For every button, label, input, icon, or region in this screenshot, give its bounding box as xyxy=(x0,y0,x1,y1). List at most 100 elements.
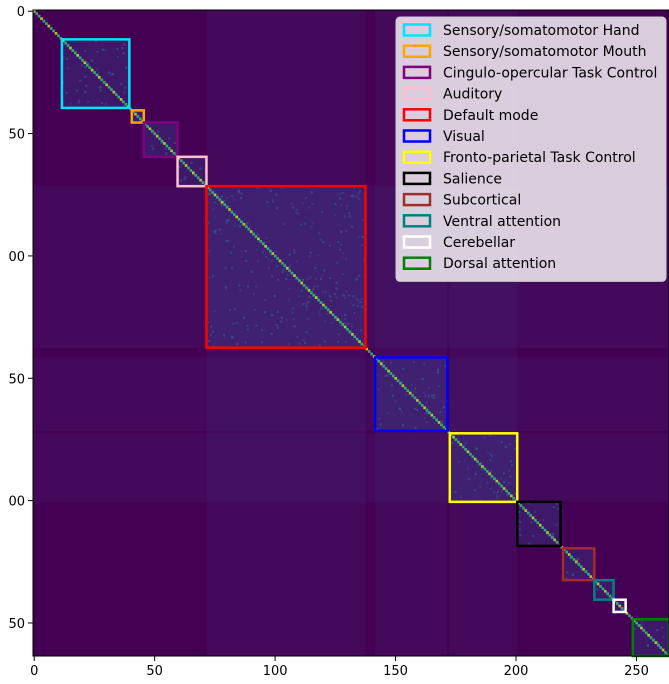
heatmap-cell xyxy=(426,411,429,415)
diagonal-cell xyxy=(649,636,653,640)
heatmap-cell xyxy=(276,310,279,313)
heatmap-cell xyxy=(343,215,346,218)
legend-label: Subcortical xyxy=(443,193,521,209)
diagonal-cell xyxy=(425,408,429,412)
heatmap-cell xyxy=(323,269,326,272)
diagonal-cell xyxy=(483,467,487,471)
heatmap-cell xyxy=(362,218,365,222)
heatmap-cell xyxy=(213,230,216,234)
heatmap-cell xyxy=(308,255,311,258)
diagonal-cell xyxy=(283,264,287,268)
heatmap-cell xyxy=(298,295,301,298)
heatmap-cell xyxy=(352,186,356,189)
heatmap-cell xyxy=(310,191,313,194)
heatmap-cell xyxy=(62,56,65,59)
heatmap-cell xyxy=(269,189,272,192)
heatmap-cell xyxy=(356,305,359,308)
heatmap-cell xyxy=(576,558,579,561)
diagonal-cell xyxy=(196,176,200,180)
heatmap-cell xyxy=(499,477,503,480)
diagonal-cell xyxy=(413,396,417,400)
heatmap-cell xyxy=(321,241,325,244)
heatmap-cell xyxy=(436,368,440,371)
heatmap-cell xyxy=(349,214,352,217)
heatmap-cell xyxy=(208,250,211,253)
heatmap-cell xyxy=(122,52,125,55)
heatmap-cell xyxy=(489,434,493,437)
heatmap-cell xyxy=(328,276,332,280)
heatmap-cell xyxy=(454,490,457,494)
heatmap-cell xyxy=(487,433,491,436)
heatmap-cell xyxy=(309,275,312,279)
diagonal-cell xyxy=(632,619,636,622)
heatmap-cell xyxy=(394,400,397,403)
heatmap-cell xyxy=(321,274,324,277)
heatmap-cell xyxy=(353,311,356,314)
diagonal-cell xyxy=(216,195,219,199)
diagonal-cell xyxy=(177,156,181,160)
heatmap-cell xyxy=(239,224,242,227)
heatmap-cell xyxy=(475,447,478,450)
diagonal-cell xyxy=(314,296,318,299)
heatmap-cell xyxy=(344,313,347,317)
heatmap-cell xyxy=(341,192,344,195)
heatmap-cell xyxy=(344,317,347,320)
diagonal-cell xyxy=(273,254,277,258)
heatmap-cell xyxy=(350,194,353,197)
diagonal-cell xyxy=(579,565,583,569)
diagonal-cell xyxy=(290,271,294,275)
diagonal-cell xyxy=(112,90,116,94)
heatmap-cell xyxy=(285,277,288,281)
diagonal-cell xyxy=(664,651,667,654)
diagonal-cell xyxy=(78,56,82,60)
heatmap-cell xyxy=(218,228,221,231)
heatmap-cell xyxy=(65,58,69,61)
heatmap-cell xyxy=(316,285,319,288)
heatmap-cell xyxy=(378,417,381,420)
diagonal-cell xyxy=(640,626,643,630)
heatmap-cell xyxy=(271,314,274,317)
diagonal-cell xyxy=(517,501,520,505)
diagonal-cell xyxy=(423,406,426,410)
legend-label: Sensory/somatomotor Hand xyxy=(443,23,639,39)
heatmap-cell xyxy=(580,568,583,571)
network-boxes xyxy=(60,38,669,658)
diagonal-cell xyxy=(507,492,511,495)
heatmap-cell xyxy=(292,206,295,209)
heatmap-cell xyxy=(300,223,303,226)
heatmap-cell xyxy=(279,320,283,323)
diagonal-cell xyxy=(81,58,84,62)
heatmap-cell xyxy=(240,196,243,200)
diagonal-cell xyxy=(497,482,501,485)
diagonal-cell xyxy=(61,39,65,43)
diagonal-cell xyxy=(211,191,214,194)
heatmap-cell xyxy=(542,519,545,522)
heatmap-cell xyxy=(270,260,273,263)
heatmap-cell xyxy=(334,213,337,217)
heatmap-cell xyxy=(69,102,72,105)
diagonal-cell xyxy=(49,27,53,30)
heatmap-cell xyxy=(505,493,509,496)
heatmap-cell xyxy=(224,285,227,288)
heatmap-cell xyxy=(157,130,160,133)
heatmap-cell xyxy=(352,195,355,198)
heatmap-cell xyxy=(424,394,427,397)
heatmap-cell xyxy=(546,533,549,536)
diagonal-cell xyxy=(187,166,190,170)
diagonal-cell xyxy=(88,66,92,69)
heatmap-cell xyxy=(340,204,343,207)
heatmap-cell xyxy=(237,225,241,228)
heatmap-cell xyxy=(324,291,327,294)
diagonal-cell xyxy=(495,479,499,483)
diagonal-cell xyxy=(396,379,400,383)
heatmap-cell xyxy=(404,393,408,397)
heatmap-cell xyxy=(165,152,168,155)
legend-swatch xyxy=(402,150,432,164)
heatmap-cell xyxy=(212,344,215,348)
heatmap-cell xyxy=(382,360,385,363)
heatmap-cell xyxy=(84,75,87,78)
heatmap-cell xyxy=(376,427,379,431)
diagonal-cell xyxy=(266,247,270,251)
heatmap-cell xyxy=(220,203,223,206)
heatmap-cell xyxy=(379,423,382,426)
